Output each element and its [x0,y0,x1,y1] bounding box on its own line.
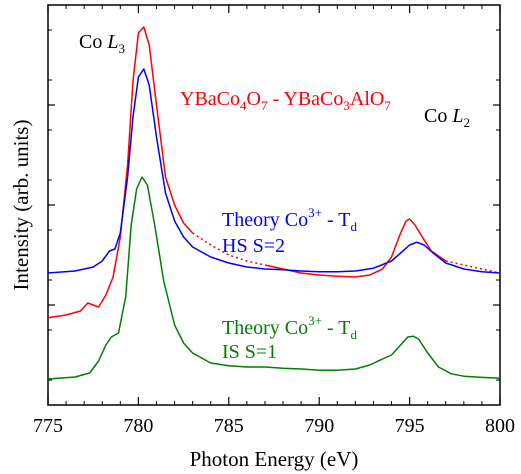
exp-part-6: AlO [350,88,384,110]
hs-line1-a: Theory Co [222,209,308,231]
is-line1-b: - T [322,317,351,339]
annotation-co-l2: Co L2 [424,105,470,130]
x-tick-label-800: 800 [485,415,515,437]
x-tick-label-775: 775 [33,415,63,437]
series-line-0-seg-3 [445,260,501,274]
hs-line1-sub: d [350,219,357,234]
series-line-2-seg-0 [47,176,501,380]
tick-marks [47,5,501,405]
annotation-co-l2-italic: L [451,105,463,127]
x-tick-label-780: 780 [123,415,153,437]
annotation-co-l3-sub: 3 [118,41,125,56]
annotation-co-l2-prefix: Co [424,105,452,127]
x-tick-label-785: 785 [214,415,244,437]
exp-part-4: - YBaCo [267,88,343,110]
exp-part-2: O [247,88,261,110]
annotation-hs-line1: Theory Co3+ - Td [222,205,357,234]
series-group [47,26,501,380]
exp-part-1: 4 [240,98,247,113]
annotation-is-line2: IS S=1 [222,341,277,363]
exp-part-7: 7 [384,98,391,113]
is-line1-sup: 3+ [308,313,322,328]
x-axis-label: Photon Energy (eV) [190,447,359,471]
x-tick-label-790: 790 [304,415,334,437]
annotation-co-l2-sub: 2 [463,115,470,130]
hs-line1-b: - T [322,209,351,231]
annotation-experiment: YBaCo4O7 - YBaCo3AlO7 [180,88,391,113]
exp-part-0: YBaCo [180,88,240,110]
annotation-is-line1: Theory Co3+ - Td [222,313,357,342]
x-tick-labels: 775 780 785 790 795 800 [33,415,515,437]
annotation-hs-line2: HS S=2 [222,235,285,257]
hs-line1-sup: 3+ [308,205,322,220]
series-line-0-seg-0 [47,26,194,319]
is-line1-a: Theory Co [222,317,308,339]
y-axis-label: Intensity (arb. units) [9,120,33,291]
series-line-1-seg-0 [47,68,501,274]
annotation-co-l3-italic: L [106,31,118,53]
x-tick-label-795: 795 [395,415,425,437]
annotation-co-l3: Co L3 [79,31,125,56]
is-line1-sub: d [350,327,357,342]
exp-part-5: 3 [343,98,350,113]
exp-part-3: 7 [261,98,268,113]
annotation-co-l3-prefix: Co [79,31,107,53]
